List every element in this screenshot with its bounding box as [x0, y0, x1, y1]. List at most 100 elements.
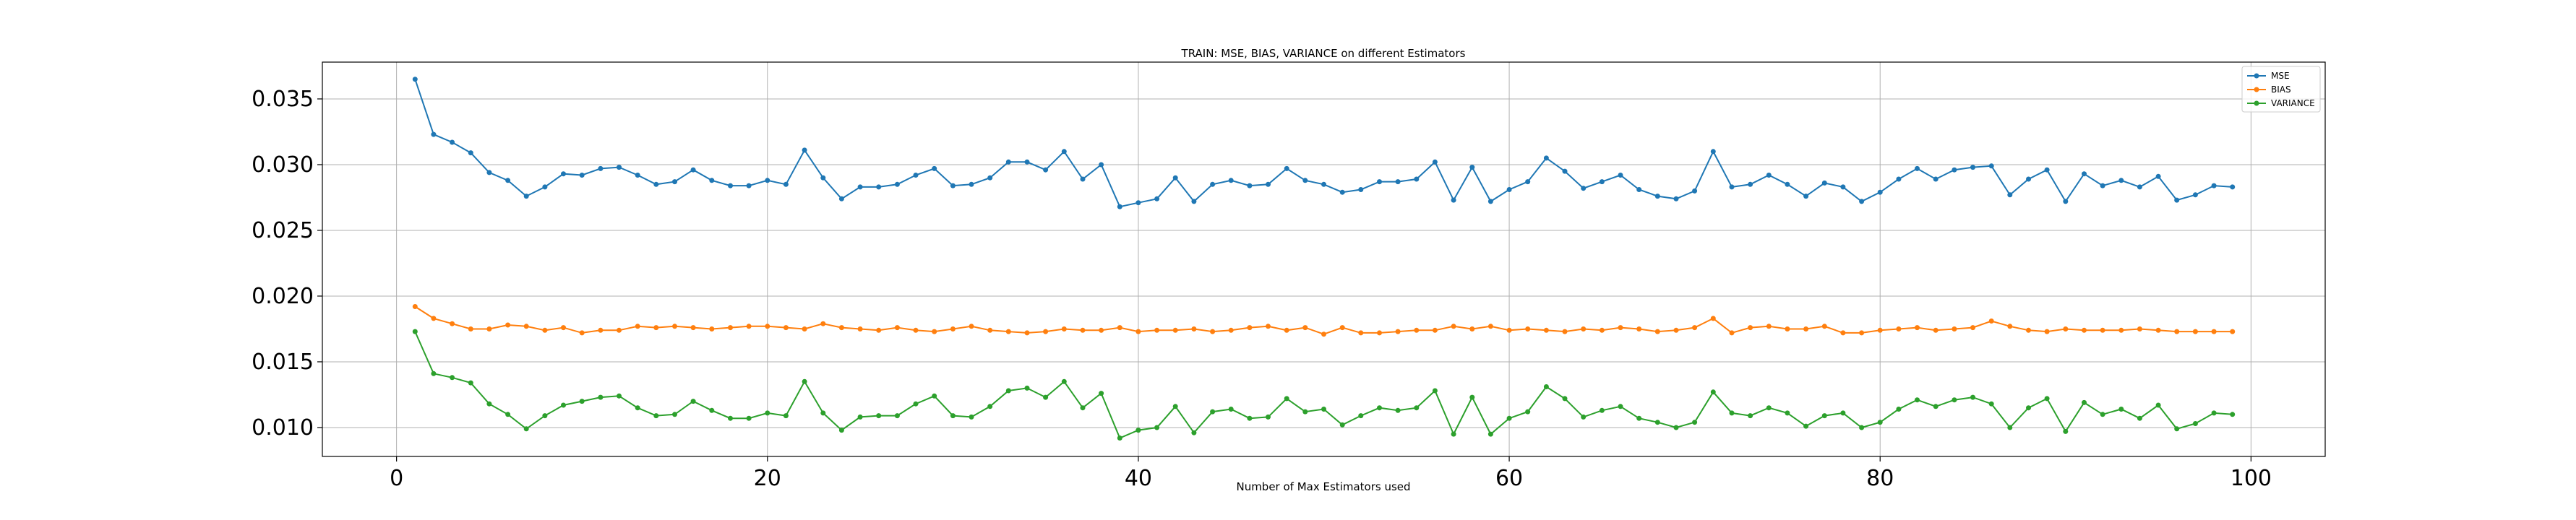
data-point-variance — [2137, 415, 2142, 421]
data-point-bias — [505, 322, 511, 328]
data-point-variance — [653, 413, 659, 419]
data-point-bias — [1321, 332, 1326, 337]
data-point-bias — [1377, 330, 1382, 336]
data-point-bias — [838, 325, 844, 331]
data-point-variance — [1154, 425, 1160, 430]
data-point-bias — [1506, 327, 1512, 333]
data-point-mse — [1154, 196, 1160, 202]
data-point-variance — [2118, 407, 2124, 412]
data-point-variance — [542, 413, 548, 419]
data-point-mse — [2155, 173, 2161, 179]
data-point-variance — [617, 393, 622, 399]
data-point-variance — [2211, 410, 2217, 416]
data-point-variance — [2100, 412, 2105, 417]
data-point-bias — [1117, 325, 1122, 331]
data-point-variance — [1636, 415, 1642, 421]
data-point-variance — [1877, 420, 1883, 425]
data-point-bias — [2155, 327, 2161, 333]
series-group — [412, 77, 2236, 441]
data-point-mse — [690, 167, 696, 173]
data-point-bias — [1729, 330, 1735, 336]
data-point-mse — [1988, 163, 1994, 169]
data-point-bias — [1581, 326, 1587, 332]
data-point-bias — [1896, 326, 1902, 332]
data-point-bias — [690, 325, 696, 331]
data-point-bias — [876, 327, 882, 333]
data-point-mse — [950, 183, 956, 188]
data-point-mse — [1581, 186, 1587, 191]
data-point-mse — [2026, 176, 2031, 182]
data-point-bias — [2192, 329, 2198, 334]
data-point-mse — [1061, 149, 1067, 155]
data-point-variance — [1785, 410, 1790, 416]
data-point-mse — [913, 173, 919, 178]
data-point-variance — [1933, 404, 1939, 410]
data-point-mse — [838, 196, 844, 202]
data-point-bias — [412, 304, 418, 309]
data-point-bias — [2174, 329, 2180, 334]
data-point-mse — [523, 194, 529, 199]
data-point-mse — [1785, 181, 1790, 187]
data-point-mse — [1321, 181, 1326, 187]
data-point-mse — [1099, 162, 1104, 168]
data-point-variance — [987, 404, 993, 410]
data-point-mse — [412, 77, 418, 82]
data-point-mse — [1358, 187, 1364, 192]
data-point-mse — [1191, 199, 1197, 204]
data-point-mse — [635, 173, 640, 178]
data-point-bias — [1748, 325, 1753, 331]
data-point-bias — [1024, 330, 1030, 336]
data-point-mse — [1952, 167, 1957, 173]
data-point-mse — [1692, 188, 1698, 194]
series-bias — [412, 304, 2236, 337]
data-point-mse — [1673, 196, 1679, 202]
data-point-bias — [1840, 330, 1846, 336]
data-point-bias — [2118, 327, 2124, 333]
data-point-mse — [1766, 173, 1772, 178]
data-point-variance — [1748, 413, 1753, 419]
data-point-bias — [987, 327, 993, 333]
data-point-mse — [1859, 199, 1865, 204]
data-point-bias — [802, 326, 807, 332]
data-point-mse — [450, 139, 455, 145]
data-point-variance — [1432, 388, 1438, 394]
data-point-variance — [579, 399, 585, 404]
data-point-bias — [1525, 326, 1531, 332]
grid — [322, 62, 2325, 456]
data-point-variance — [1117, 436, 1122, 441]
data-point-bias — [2007, 324, 2013, 329]
data-point-variance — [1692, 420, 1698, 425]
data-point-variance — [635, 405, 640, 411]
data-point-bias — [542, 327, 548, 333]
data-point-bias — [1710, 316, 1716, 321]
data-point-bias — [950, 326, 956, 332]
data-point-mse — [876, 184, 882, 190]
legend-item-variance: VARIANCE — [2247, 98, 2315, 108]
data-point-bias — [765, 324, 770, 329]
data-point-variance — [1821, 413, 1827, 419]
data-point-bias — [617, 327, 622, 333]
data-point-variance — [505, 412, 511, 417]
data-point-mse — [1821, 180, 1827, 186]
y-tick-label: 0.025 — [252, 218, 314, 243]
data-point-variance — [2007, 425, 2013, 430]
data-point-bias — [1785, 326, 1790, 332]
data-point-variance — [1005, 388, 1011, 394]
data-point-bias — [1414, 327, 1420, 333]
data-point-mse — [746, 183, 752, 188]
data-point-bias — [728, 325, 733, 331]
data-point-mse — [1228, 178, 1234, 183]
data-point-mse — [1043, 167, 1049, 173]
legend: MSE BIAS VARIANCE — [2241, 66, 2321, 113]
data-point-mse — [617, 165, 622, 170]
data-point-bias — [1284, 327, 1289, 333]
data-point-mse — [468, 150, 473, 156]
data-point-bias — [672, 324, 677, 329]
data-point-variance — [1654, 420, 1660, 425]
data-point-bias — [2063, 326, 2069, 332]
data-point-variance — [1451, 431, 1456, 437]
data-point-variance — [913, 401, 919, 407]
data-point-mse — [1117, 204, 1122, 209]
data-point-variance — [1469, 394, 1475, 400]
data-point-bias — [1988, 318, 1994, 324]
